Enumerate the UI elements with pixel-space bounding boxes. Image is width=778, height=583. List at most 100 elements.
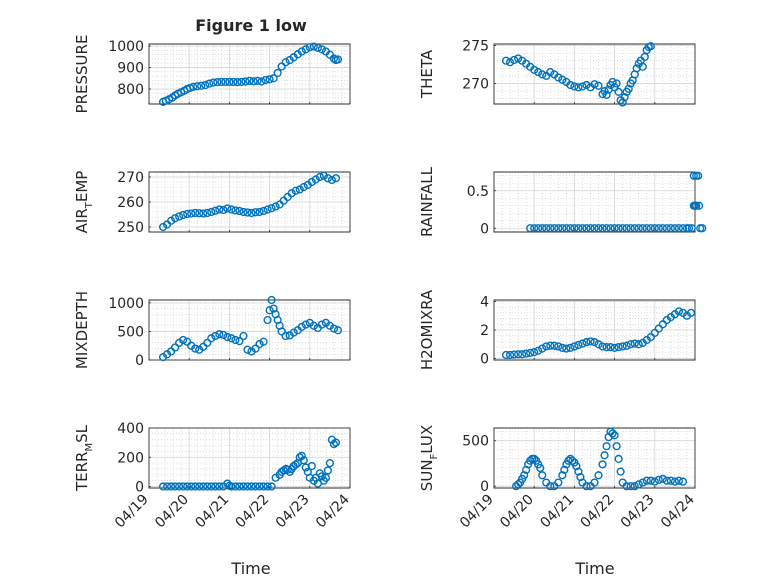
data-point bbox=[612, 79, 621, 88]
data-point bbox=[618, 98, 627, 107]
data-point bbox=[646, 224, 655, 233]
data-point bbox=[526, 348, 535, 357]
data-point bbox=[277, 327, 286, 336]
data-point bbox=[634, 480, 643, 489]
data-point bbox=[297, 451, 306, 460]
data-point bbox=[215, 482, 224, 491]
data-point bbox=[501, 350, 511, 360]
data-point bbox=[638, 62, 647, 71]
data-point bbox=[594, 471, 603, 480]
data-point bbox=[692, 201, 701, 210]
data-point bbox=[582, 482, 591, 491]
data-point bbox=[259, 206, 268, 216]
data-point bbox=[209, 78, 218, 87]
axes-h2omixra: 0 2 4 H2OMIXRA bbox=[418, 289, 696, 370]
data-point bbox=[626, 224, 635, 233]
data-point bbox=[183, 209, 192, 219]
x-axis-label-left: Time bbox=[230, 559, 270, 578]
data-point bbox=[546, 68, 555, 77]
y-axis-label: RAINFALL bbox=[418, 166, 436, 237]
data-point bbox=[622, 224, 631, 233]
axes-frame bbox=[493, 427, 696, 489]
data-point bbox=[538, 344, 547, 353]
data-point bbox=[626, 482, 635, 491]
data-point bbox=[616, 467, 625, 476]
data-point bbox=[259, 482, 268, 491]
data-point bbox=[598, 342, 607, 351]
data-point bbox=[317, 320, 326, 329]
data-point bbox=[307, 177, 316, 187]
data-point bbox=[538, 471, 547, 480]
data-point bbox=[554, 342, 563, 351]
data-point bbox=[255, 482, 264, 491]
data-point bbox=[526, 224, 535, 233]
data-point bbox=[630, 339, 639, 348]
data-point bbox=[333, 326, 343, 335]
data-point bbox=[658, 474, 667, 484]
axes-air_temp: 250 260 270 AIRTEMP bbox=[73, 170, 351, 236]
data-point bbox=[550, 341, 559, 350]
data-point bbox=[650, 477, 659, 486]
y-tick-label: 500 bbox=[462, 434, 489, 450]
data-point bbox=[287, 189, 296, 198]
data-point bbox=[570, 82, 579, 91]
data-point bbox=[255, 339, 264, 349]
data-point bbox=[514, 54, 523, 63]
data-point bbox=[305, 43, 314, 52]
data-point bbox=[243, 208, 252, 217]
data-point bbox=[562, 224, 571, 233]
data-point bbox=[614, 454, 623, 464]
data-point bbox=[546, 224, 555, 233]
data-point bbox=[602, 442, 611, 451]
axes-mixdepth: 0 500 1000 MIXDEPTH bbox=[73, 291, 351, 369]
y-axis-label: TERRMSL bbox=[73, 424, 95, 492]
axes-frame bbox=[148, 427, 351, 489]
axes-frame bbox=[493, 43, 696, 105]
data-point bbox=[654, 324, 663, 333]
data-point bbox=[267, 204, 276, 213]
data-point bbox=[309, 42, 318, 51]
data-point bbox=[586, 224, 595, 233]
data-point bbox=[505, 58, 515, 67]
data-point bbox=[179, 210, 188, 220]
data-point bbox=[590, 478, 599, 487]
data-point bbox=[638, 224, 647, 233]
data-point bbox=[554, 73, 563, 82]
data-point bbox=[273, 68, 282, 78]
data-point bbox=[291, 460, 300, 469]
data-point bbox=[586, 337, 595, 346]
y-tick-label: 0 bbox=[135, 480, 144, 496]
data-point bbox=[241, 77, 250, 86]
axes-layer: 800 900 1000 PRESSURE 270 275 THETA 250 260 270 AI… bbox=[73, 35, 707, 531]
data-point bbox=[191, 482, 200, 491]
y-axis-label-subscript: T bbox=[84, 201, 95, 209]
data-point bbox=[566, 80, 575, 90]
data-point bbox=[255, 207, 264, 217]
data-point bbox=[602, 224, 611, 233]
y-tick-label: 0 bbox=[480, 221, 489, 237]
data-point bbox=[243, 345, 252, 354]
data-point bbox=[205, 79, 214, 88]
data-point bbox=[269, 74, 278, 83]
data-point bbox=[225, 77, 234, 87]
y-axis-label: THETA bbox=[418, 49, 436, 99]
data-point bbox=[167, 482, 176, 491]
data-point bbox=[626, 340, 635, 349]
data-point bbox=[574, 224, 583, 233]
y-axis-label-main: TERR bbox=[73, 452, 91, 493]
data-point bbox=[530, 348, 539, 357]
data-point bbox=[598, 224, 607, 233]
data-point bbox=[509, 55, 519, 65]
data-point bbox=[227, 482, 236, 491]
data-point bbox=[263, 205, 272, 214]
data-point bbox=[231, 206, 240, 215]
data-point bbox=[281, 58, 290, 67]
y-tick-label: 1000 bbox=[108, 39, 144, 55]
data-point bbox=[259, 337, 268, 346]
data-point bbox=[179, 335, 188, 345]
data-point bbox=[594, 224, 603, 233]
data-point bbox=[325, 459, 335, 468]
data-point bbox=[251, 344, 260, 353]
data-point bbox=[171, 214, 180, 223]
data-point bbox=[235, 482, 244, 491]
